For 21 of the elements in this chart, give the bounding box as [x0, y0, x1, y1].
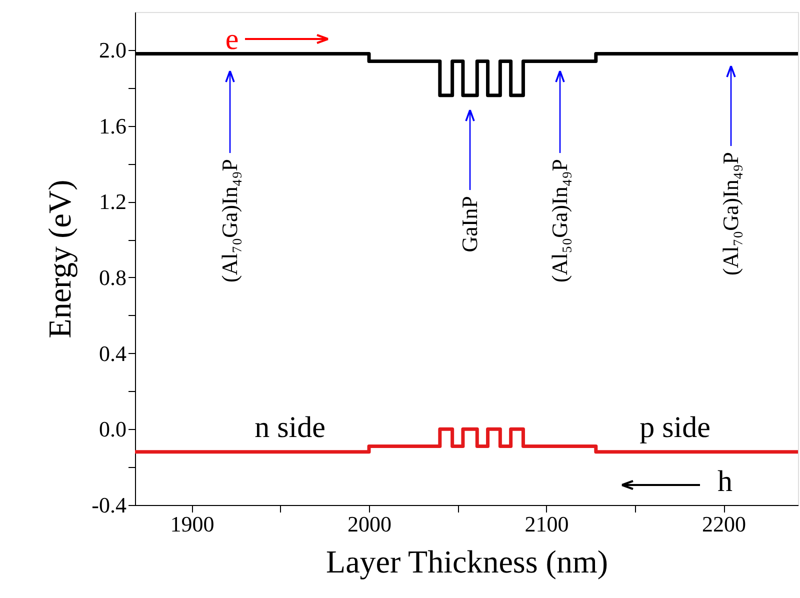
y-tick-label: 0.0 — [99, 416, 126, 442]
y-tick-label: 2.0 — [99, 37, 126, 62]
y-tick-label: 0.4 — [99, 340, 126, 366]
annotation: h — [718, 465, 732, 498]
x-tick-label: 1900 — [170, 512, 214, 536]
y-tick-label: 1.2 — [99, 189, 126, 214]
y-tick-label: -0.4 — [92, 492, 126, 518]
y-tick-label: 1.6 — [99, 113, 126, 138]
x-tick-label: 2000 — [348, 512, 392, 536]
annotation: n side — [254, 411, 326, 444]
annotation: p side — [640, 411, 710, 444]
annotation: (Al₇₀Ga)In₄₉P — [718, 152, 743, 276]
y-tick-label: 0.8 — [99, 264, 126, 290]
annotation: e — [225, 23, 239, 56]
x-tick-label: 2200 — [702, 512, 746, 536]
y-axis-title: Energy (eV) — [42, 180, 78, 338]
annotation: GaInP — [457, 196, 482, 252]
x-tick-label: 2100 — [524, 512, 569, 536]
annotation: (Al₅₀Ga)In₄₉P — [547, 159, 572, 283]
annotation: (Al₇₀Ga)In₄₉P — [217, 159, 242, 283]
x-axis-title: Layer Thickness (nm) — [326, 544, 608, 580]
